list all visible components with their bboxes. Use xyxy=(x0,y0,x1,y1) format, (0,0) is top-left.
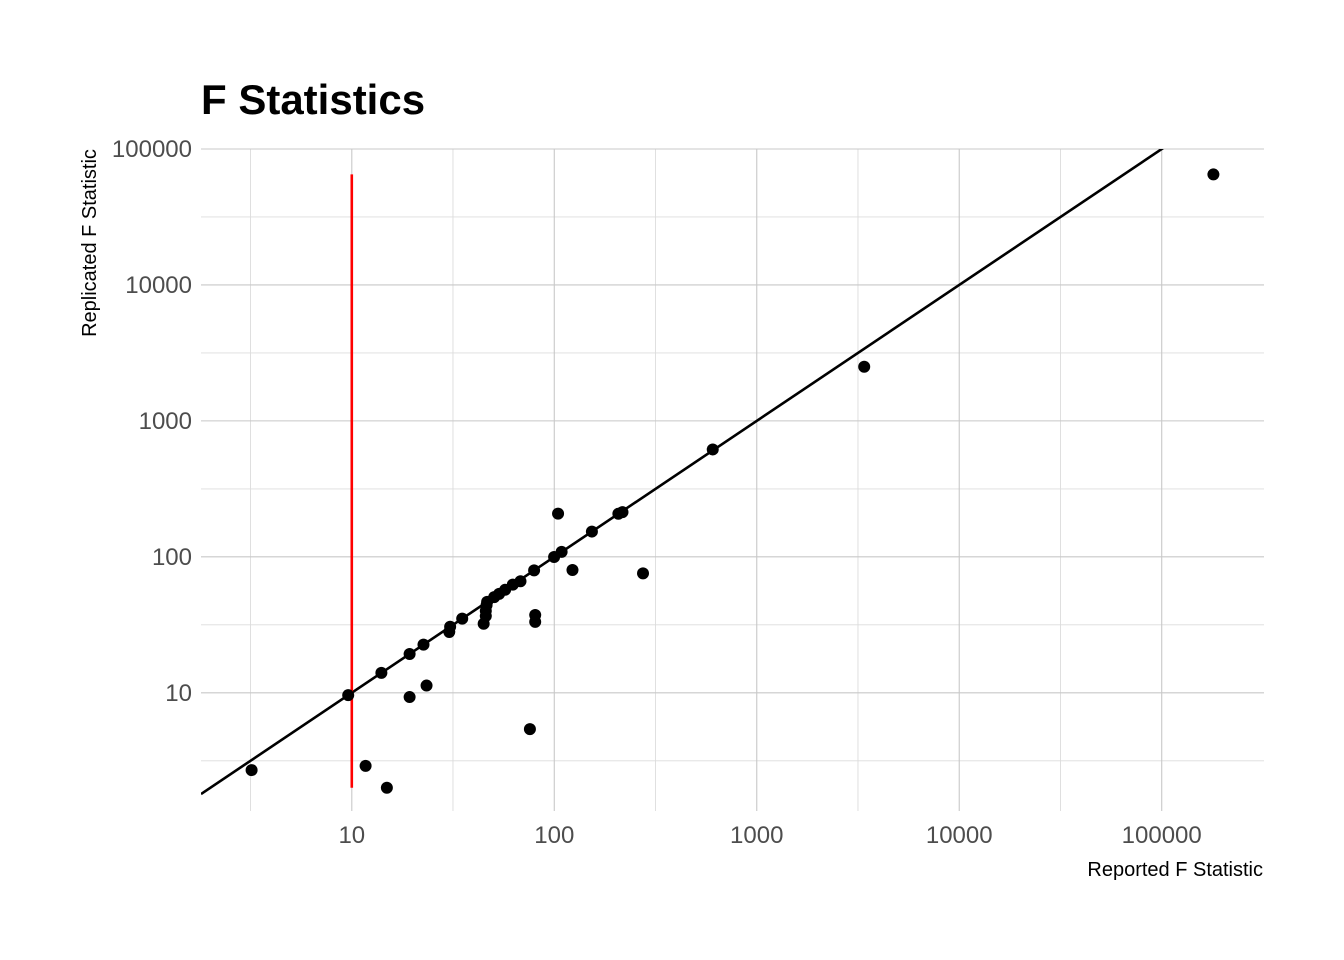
x-tick-label: 100 xyxy=(534,822,574,849)
data-point xyxy=(456,612,469,625)
y-tick-label: 100 xyxy=(152,544,192,571)
x-tick-label: 100000 xyxy=(1122,822,1202,849)
data-point xyxy=(1207,168,1220,181)
data-point xyxy=(417,638,430,651)
data-point xyxy=(528,564,541,577)
data-point xyxy=(523,723,536,736)
data-point xyxy=(403,691,416,704)
data-point xyxy=(514,575,527,588)
data-points xyxy=(245,168,1220,794)
y-tick-label: 10000 xyxy=(125,272,192,299)
data-point xyxy=(552,507,565,520)
data-point xyxy=(403,647,416,660)
data-point xyxy=(245,764,258,777)
data-point xyxy=(555,545,568,558)
identity-line xyxy=(201,149,1165,796)
data-point xyxy=(566,564,579,577)
y-tick-label: 10 xyxy=(165,680,192,707)
y-tick-label: 100000 xyxy=(112,136,192,163)
chart-title: F Statistics xyxy=(201,76,425,123)
reference-lines xyxy=(201,149,1165,796)
x-tick-label: 10000 xyxy=(926,822,993,849)
y-tick-label: 1000 xyxy=(139,408,192,435)
data-point xyxy=(359,759,372,772)
data-point xyxy=(342,689,355,702)
gridlines xyxy=(201,148,1264,811)
x-axis-title: Reported F Statistic xyxy=(1087,859,1263,881)
y-axis-title: Replicated F Statistic xyxy=(79,149,101,337)
data-point xyxy=(420,679,433,692)
data-point xyxy=(616,506,629,519)
data-point xyxy=(529,615,542,628)
x-tick-label: 1000 xyxy=(730,822,783,849)
data-point xyxy=(380,781,393,794)
data-point xyxy=(637,567,650,580)
data-point xyxy=(858,360,871,373)
x-tick-label: 10 xyxy=(338,822,365,849)
data-point xyxy=(585,525,598,538)
data-point xyxy=(706,443,719,456)
data-point xyxy=(443,625,456,638)
y-axis-tick-labels: 10 100 1000 10000 100000 xyxy=(112,136,192,707)
data-point xyxy=(375,666,388,679)
x-axis-tick-labels: 10 100 1000 10000 100000 xyxy=(338,822,1201,849)
